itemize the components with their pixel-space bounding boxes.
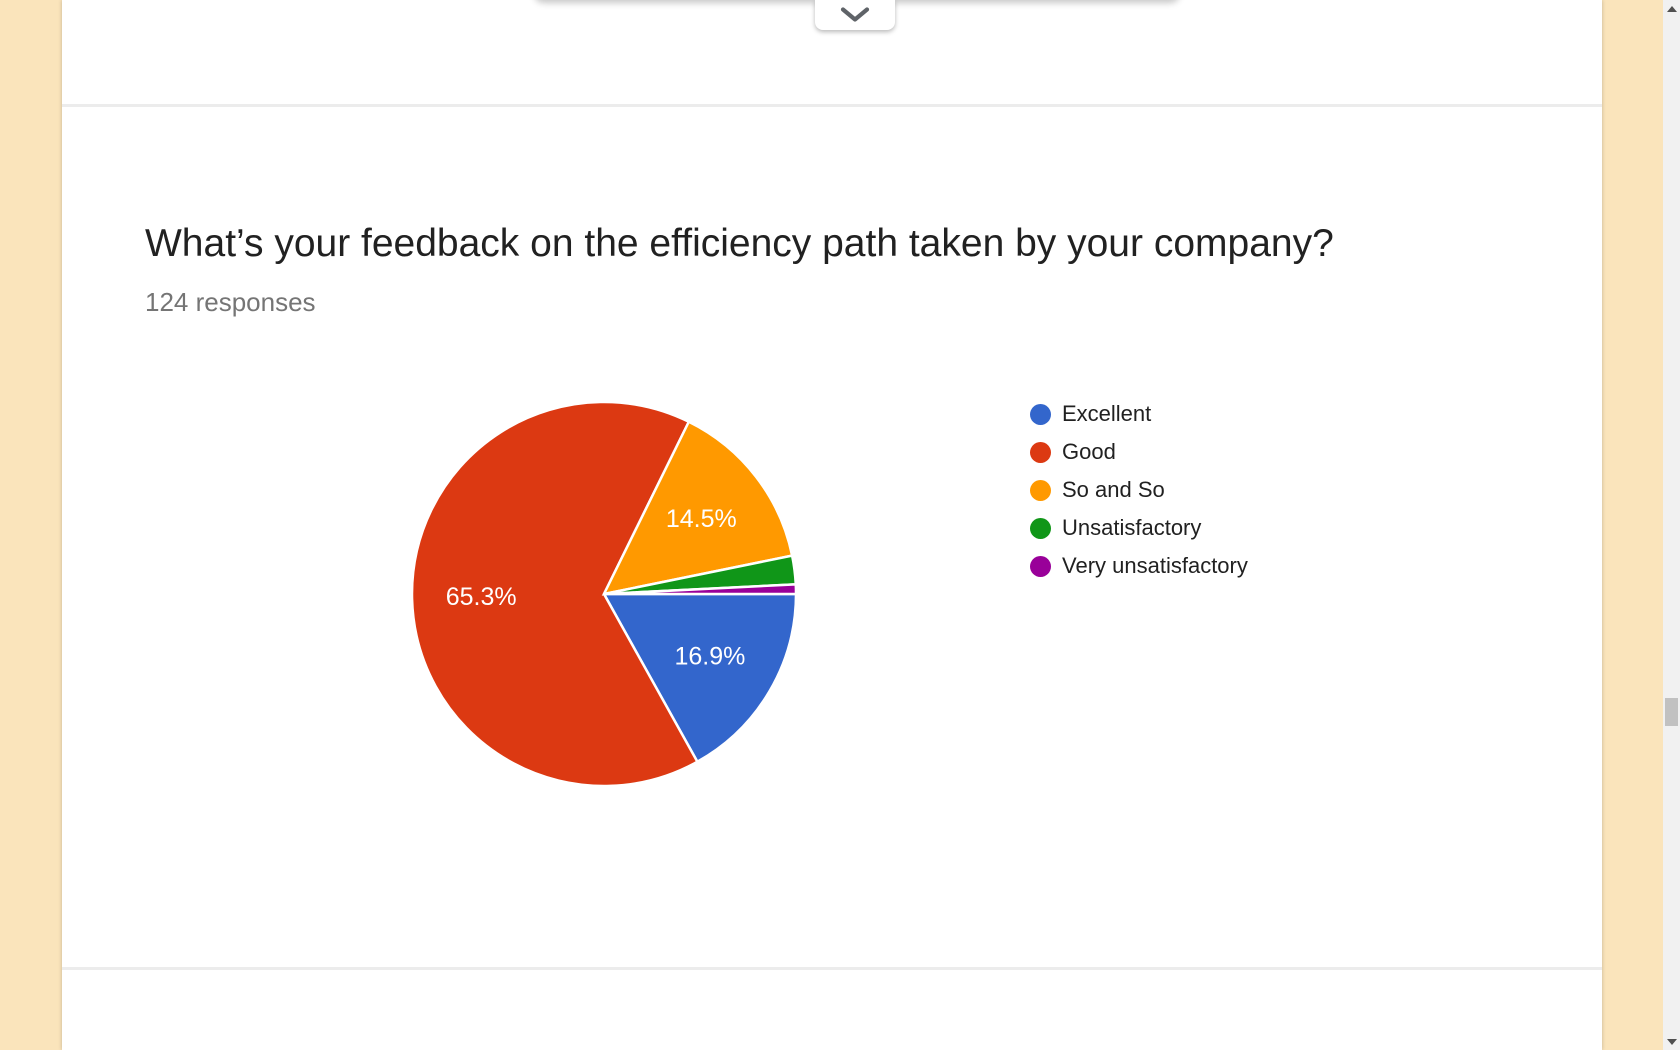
legend-item-good: Good — [1030, 433, 1248, 471]
vertical-scrollbar[interactable] — [1663, 0, 1680, 1050]
question-card: What’s your feedback on the efficiency p… — [62, 0, 1602, 1050]
pie-slice-label: 16.9% — [674, 642, 745, 670]
legend-color-dot — [1030, 441, 1051, 463]
pie-slice-good — [410, 400, 700, 788]
chevron-down-icon — [839, 7, 871, 23]
expand-section-button[interactable] — [815, 0, 895, 30]
pie-slice-label: 65.3% — [446, 583, 517, 611]
legend-label: Good — [1062, 439, 1116, 464]
legend-color-dot — [1030, 517, 1051, 539]
legend-label: Excellent — [1062, 401, 1152, 426]
pie-slice-so-and-so — [601, 420, 794, 596]
pie-chart-svg: 16.9% 65.3% 14.5% — [410, 400, 798, 788]
scroll-up-button[interactable] — [1663, 0, 1680, 17]
pie-slice-excellent — [601, 592, 798, 764]
response-count: 124 responses — [145, 287, 316, 317]
legend-label: Very unsatisfactory — [1062, 553, 1248, 578]
pie-chart: 16.9% 65.3% 14.5% — [404, 394, 804, 794]
question-title: What’s your feedback on the efficiency p… — [145, 222, 1334, 265]
scroll-down-arrow-icon — [1666, 1038, 1677, 1045]
scroll-down-button[interactable] — [1663, 1033, 1680, 1050]
legend-label: So and So — [1062, 477, 1165, 502]
legend-item-very-unsatisfactory: Very unsatisfactory — [1030, 547, 1248, 585]
scroll-up-arrow-icon — [1666, 5, 1677, 12]
legend-color-dot — [1030, 555, 1051, 577]
pie-slice-label: 14.5% — [666, 505, 737, 533]
scrollbar-thumb[interactable] — [1665, 698, 1678, 726]
legend-item-excellent: Excellent — [1030, 395, 1248, 433]
legend-color-dot — [1030, 479, 1051, 501]
pie-slice-very-unsatisfactory — [603, 583, 798, 596]
legend-color-dot — [1030, 403, 1051, 425]
chart-legend: Excellent Good So and So Unsatisfactory Very… — [1030, 395, 1248, 585]
legend-label: Unsatisfactory — [1062, 515, 1202, 540]
section-divider-top — [62, 104, 1602, 107]
legend-item-so-and-so: So and So — [1030, 471, 1248, 509]
section-divider-bottom — [62, 967, 1602, 970]
legend-item-unsatisfactory: Unsatisfactory — [1030, 509, 1248, 547]
